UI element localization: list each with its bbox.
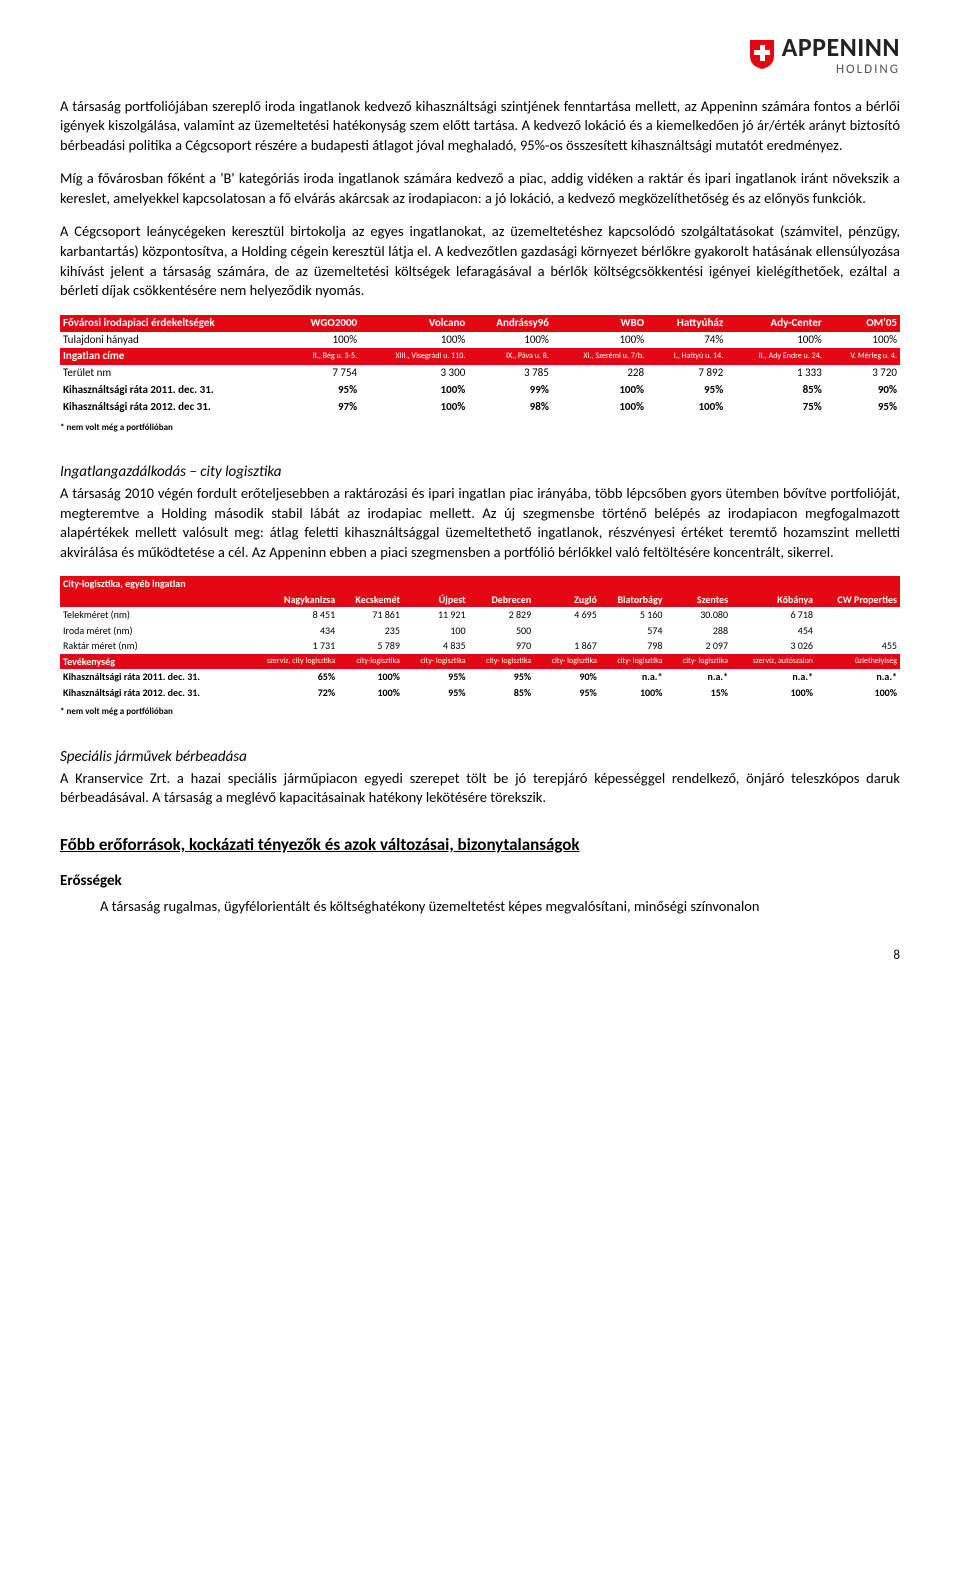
- logo-wrap: APPENINN HOLDING: [748, 30, 900, 79]
- section-vehicles: Speciális járművek bérbeadása: [60, 747, 900, 767]
- paragraph-3: A Cégcsoport leánycégeken keresztül birt…: [60, 222, 900, 300]
- paragraph-2: Míg a fővárosban főként a 'B' kategóriás…: [60, 169, 900, 208]
- paragraph-4: A társaság 2010 végén fordult erőteljese…: [60, 484, 900, 562]
- logo-block: APPENINN HOLDING: [60, 30, 900, 79]
- page-number: 8: [60, 947, 900, 965]
- heading-resources: Főbb erőforrások, kockázati tényezők és …: [60, 834, 900, 857]
- shield-icon: [748, 38, 776, 70]
- table-logistics: City-logisztika, egyéb ingatlan Nagykani…: [60, 576, 900, 700]
- table2-footnote: * nem volt még a portfólióban: [60, 706, 900, 718]
- brand-name: APPENINN: [782, 30, 900, 65]
- table-office: Fővárosi irodapiaci érdekeltségekWGO2000…: [60, 315, 900, 416]
- paragraph-6: A társaság rugalmas, ügyfélorientált és …: [60, 897, 900, 917]
- paragraph-1: A társaság portfoliójában szereplő iroda…: [60, 97, 900, 156]
- paragraph-5: A Kranservice Zrt. a hazai speciális jár…: [60, 769, 900, 808]
- heading-strengths: Erősségek: [60, 871, 900, 891]
- section-city-logistics: Ingatlangazdálkodás – city logisztika: [60, 462, 900, 482]
- table1-footnote: * nem volt még a portfólióban: [60, 422, 900, 434]
